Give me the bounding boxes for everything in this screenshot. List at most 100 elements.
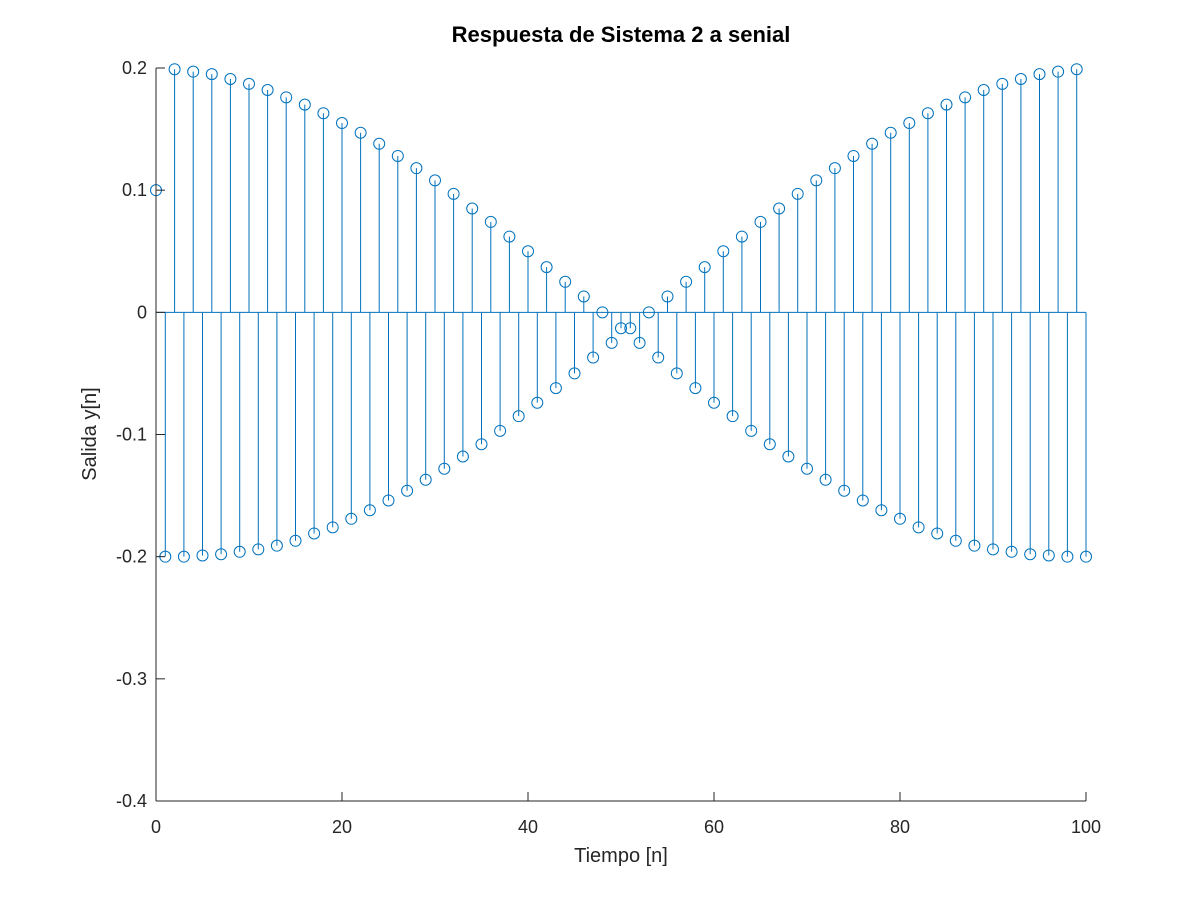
stem-marker [791,187,804,200]
stem-marker [931,527,944,540]
stem-marker [475,438,488,451]
stem-marker [177,550,190,563]
stem-marker [363,504,376,517]
stem-marker [456,450,469,463]
stem-marker [903,116,916,129]
stem-marker [391,149,404,162]
stem-marker [680,275,693,288]
stem-marker [624,322,637,335]
stem-marker [763,438,776,451]
stem-marker [577,290,590,303]
stem-marker [642,306,655,319]
stem-marker [708,396,720,409]
y-tick-label: 0.1 [122,180,147,200]
stem-marker [726,410,739,423]
stem-marker [894,512,906,525]
stem-marker [522,245,534,258]
stem-marker [996,77,1009,90]
stem-marker [615,322,627,335]
stem-marker [661,290,674,303]
y-tick-label: -0.1 [116,425,147,445]
y-tick-label: -0.4 [116,791,147,811]
stem-marker [382,494,395,507]
stem-marker [568,367,581,380]
x-tick-label: 60 [704,817,724,837]
stem-marker [280,91,293,104]
stem-marker [773,202,786,215]
stem-marker [336,116,348,129]
x-tick-label: 80 [890,817,910,837]
stem-marker [419,473,432,486]
chart-title: Respuesta de Sistema 2 a senial [452,22,791,47]
stem-marker [438,462,451,475]
stem-marker [429,174,441,187]
stem-marker [1033,68,1046,81]
stem-marker [652,351,665,364]
stem-marker [940,98,953,111]
stem-marker [698,261,711,274]
stem-marker [828,162,841,175]
x-axis-label: Tiempo [n] [574,845,668,867]
stem-marker [168,63,181,76]
x-tick-label: 40 [518,817,538,837]
stem-marker [847,149,860,162]
stem-marker [466,202,479,215]
stem-marker [401,484,414,497]
stem-marker [326,521,339,534]
stem-marker [354,126,367,139]
stem-marker [596,306,609,319]
stem-series [150,63,1092,563]
stem-marker [373,137,386,150]
stem-marker [745,424,758,437]
stem-marker [233,545,246,558]
stem-marker [1042,549,1055,562]
y-tick-label: -0.3 [116,669,147,689]
stem-marker [1070,63,1083,76]
stem-marker [968,539,981,552]
stem-marker [866,137,879,150]
stem-marker [196,549,209,562]
stem-marker [345,512,358,525]
stem-marker [447,187,460,200]
y-tick-label: -0.2 [116,547,147,567]
x-axis-ticks: 0 20 40 60 80 100 [151,792,1101,837]
stem-marker [921,107,934,120]
stem-marker [633,336,646,349]
stem-marker [503,230,516,243]
stem-marker [308,527,321,540]
y-axis-label: Salida y[n] [79,387,101,480]
x-tick-label: 100 [1071,817,1101,837]
stem-marker [1024,548,1037,561]
stem-marker [912,521,925,534]
stem-marker [587,351,600,364]
stem-marker [484,215,497,228]
stem-marker [875,504,888,517]
stem-marker [717,245,730,258]
stem-marker [559,275,572,288]
stem-marker [810,174,823,187]
stem-marker [224,72,237,85]
stem-marker [735,230,748,243]
stem-marker [261,83,274,96]
x-tick-label: 20 [332,817,352,837]
stem-marker [540,261,553,274]
stem-marker [1080,550,1092,563]
stem-marker [1061,550,1074,563]
stem-marker [987,543,999,556]
stem-marker [252,543,265,556]
y-tick-label: 0.2 [122,58,147,78]
stem-marker [801,462,813,475]
stem-marker [410,162,423,175]
stem-marker [884,126,897,139]
stem-marker [270,539,283,552]
stem-marker [243,77,255,90]
stem-marker [187,65,200,78]
stem-marker [289,534,302,547]
stem-marker [215,548,228,561]
stem-marker [317,107,330,120]
stem-marker [977,83,990,96]
stem-marker [1052,65,1065,78]
stem-marker [512,410,525,423]
